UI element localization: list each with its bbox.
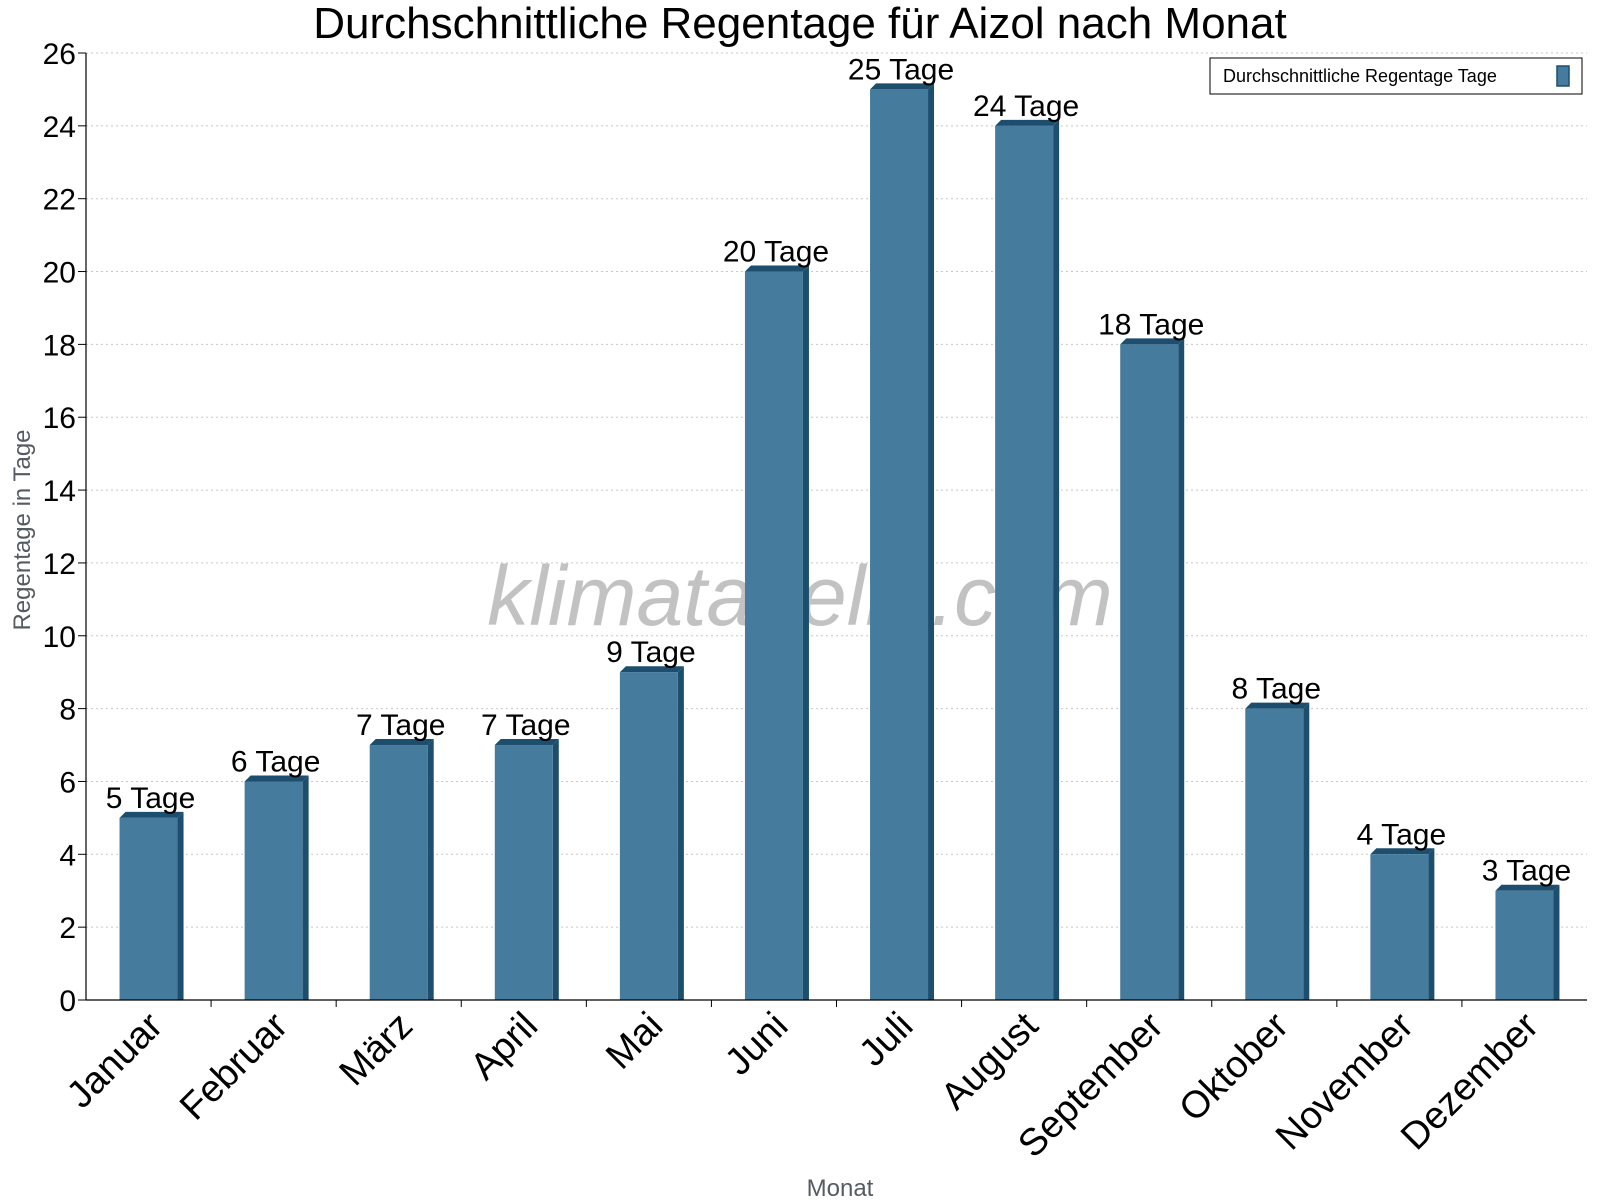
data-label: 8 Tage (1232, 673, 1322, 706)
grid-lines (86, 52, 1587, 928)
bar-side (1428, 848, 1435, 1000)
bar (1495, 884, 1560, 1000)
y-tick-label: 4 (59, 839, 76, 872)
bar-top (744, 265, 809, 272)
bar-top (1495, 884, 1560, 891)
bar-side (1178, 338, 1185, 1000)
y-tick-label: 6 (59, 766, 76, 799)
data-label: 7 Tage (356, 709, 446, 742)
bar-front (119, 817, 178, 1000)
bars (119, 83, 1560, 1001)
x-tick-label: Oktober (1171, 1004, 1297, 1130)
data-label: 3 Tage (1482, 855, 1572, 888)
bar-front (1370, 854, 1429, 1000)
bar-top (619, 666, 684, 673)
bar (119, 811, 184, 1000)
y-tick-label: 12 (43, 548, 76, 581)
data-label: 6 Tage (231, 745, 321, 778)
y-tick-label: 22 (43, 184, 76, 217)
bar-top (870, 83, 935, 90)
bar (619, 666, 684, 1000)
bar (1120, 338, 1185, 1000)
y-tick-label: 10 (43, 621, 76, 654)
y-tick-label: 2 (59, 912, 76, 945)
data-label: 4 Tage (1357, 818, 1447, 851)
bar-front (995, 125, 1054, 1001)
y-tick-label: 20 (43, 257, 76, 290)
legend: Durchschnittliche Regentage Tage (1209, 57, 1583, 95)
bar-side (177, 811, 184, 1000)
bar (995, 119, 1060, 1001)
legend-box (1209, 57, 1583, 95)
bar (369, 739, 434, 1000)
y-tick-label: 24 (43, 111, 76, 144)
x-tick-label: August (933, 1004, 1047, 1118)
bar-front (1245, 708, 1304, 1000)
x-tick-label: März (332, 1005, 421, 1094)
x-axis-label: Monat (807, 1175, 874, 1200)
y-tick-label: 8 (59, 694, 76, 727)
bar-side (1303, 702, 1310, 1000)
y-tick-label: 26 (43, 38, 76, 71)
bar-top (1370, 848, 1435, 855)
bar (244, 775, 309, 1000)
bar-top (1245, 702, 1310, 709)
bar-top (494, 739, 559, 746)
data-label: 5 Tage (106, 782, 196, 815)
bar (870, 83, 935, 1000)
bar-front (744, 271, 803, 1000)
y-axis-label: Regentage in Tage (9, 429, 36, 630)
y-tick-label: 0 (59, 985, 76, 1018)
bar-side (802, 265, 809, 1000)
data-labels: 5 Tage 6 Tage 7 Tage 7 Tage 9 Tage 20 Tage 25 … (106, 53, 1571, 887)
bar-front (619, 672, 678, 1000)
x-tick-label: Juli (851, 1005, 921, 1075)
bar-top (119, 811, 184, 818)
x-axis-ticks: Januar Februar März April Mai Juni Juli AugustS… (59, 1000, 1547, 1166)
x-tick-label: Juni (717, 1005, 796, 1084)
bar-side (427, 739, 434, 1000)
bar-side (1053, 119, 1060, 1001)
bar-side (552, 739, 559, 1000)
bar-front (369, 745, 428, 1000)
data-label: 7 Tage (481, 709, 571, 742)
data-label: 18 Tage (1098, 308, 1204, 341)
bar (1370, 848, 1435, 1000)
bar-front (1120, 344, 1179, 1000)
bar (744, 265, 809, 1000)
bar-front (870, 89, 929, 1000)
chart-title: Durchschnittliche Regentage für Aizol na… (313, 0, 1286, 48)
bar (1245, 702, 1310, 1000)
bar-side (1553, 884, 1560, 1000)
x-tick-label: Mai (598, 1005, 671, 1078)
bar-top (244, 775, 309, 782)
bar-side (302, 775, 309, 1000)
axes (85, 53, 1587, 1001)
bar-side (928, 83, 935, 1000)
bar-top (995, 119, 1060, 126)
bar (494, 739, 559, 1000)
legend-entry-label: Durchschnittliche Regentage Tage (1223, 66, 1497, 86)
x-tick-label: April (463, 1005, 546, 1088)
x-tick-label: Februar (172, 1004, 296, 1128)
y-tick-label: 16 (43, 402, 76, 435)
data-label: 9 Tage (606, 636, 696, 669)
bar-front (494, 745, 553, 1000)
y-tick-label: 18 (43, 329, 76, 362)
bar-front (244, 781, 303, 1000)
data-label: 25 Tage (848, 53, 954, 86)
bar-front (1495, 890, 1554, 1000)
bar-top (1120, 338, 1185, 345)
x-tick-label: Dezember (1393, 1004, 1547, 1158)
data-label: 20 Tage (723, 236, 829, 269)
x-tick-label: Januar (59, 1004, 171, 1116)
bar-side (677, 666, 684, 1000)
bar-top (369, 739, 434, 746)
data-label: 24 Tage (973, 90, 1079, 123)
legend-swatch (1556, 65, 1570, 87)
y-tick-label: 14 (43, 475, 76, 508)
